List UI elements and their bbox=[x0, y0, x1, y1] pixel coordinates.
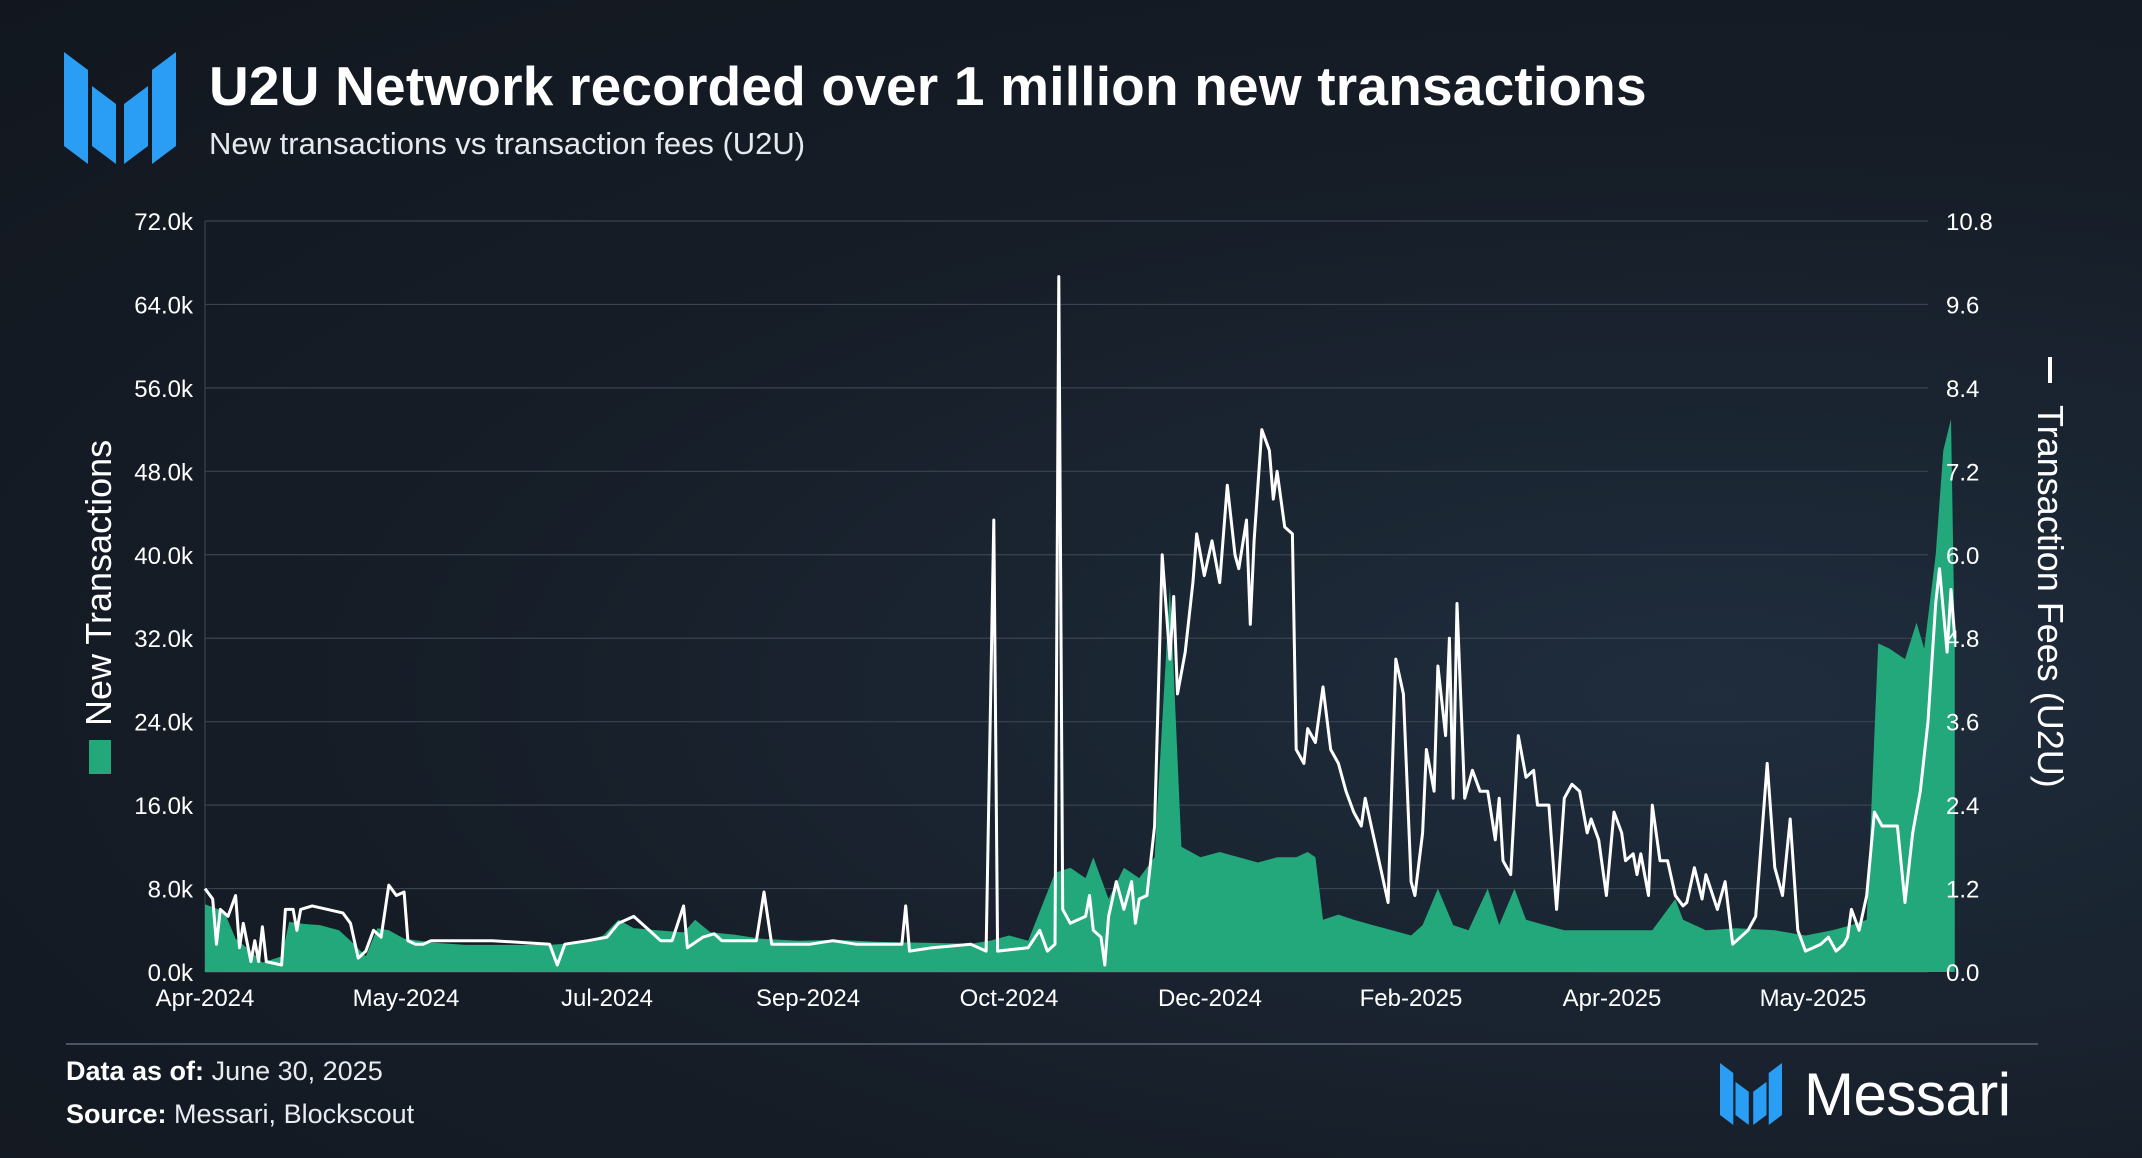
y-right-tick-label: 9.6 bbox=[1946, 292, 1979, 319]
chart-canvas: 0.0k 0.0 8.0k 1.2 16.0k 2.4 24.0k 3.6 32.0k 4.8 40… bbox=[78, 209, 2071, 1012]
y-left-tick-label: 56.0k bbox=[134, 376, 194, 403]
source-label: Source: bbox=[66, 1099, 167, 1129]
y-right-tick-label: 6.0 bbox=[1946, 543, 1979, 570]
y-right-axis-label: Transaction Fees (U2U) bbox=[2030, 405, 2071, 788]
chart-subtitle: New transactions vs transaction fees (U2… bbox=[209, 126, 806, 161]
y-left-tick-label: 0.0k bbox=[148, 960, 194, 987]
x-tick-label: May-2025 bbox=[1760, 985, 1867, 1012]
x-tick-label: Oct-2024 bbox=[960, 985, 1059, 1012]
y-left-tick-label: 32.0k bbox=[134, 626, 194, 653]
brand-wordmark: Messari bbox=[1804, 1060, 2011, 1128]
legend-swatch-new-transactions bbox=[89, 740, 111, 774]
y-right-tick-label: 10.8 bbox=[1946, 209, 1993, 236]
source-value: Messari, Blockscout bbox=[174, 1099, 415, 1129]
y-left-tick-label: 24.0k bbox=[134, 710, 194, 737]
grid-layer bbox=[204, 220, 1928, 973]
x-tick-label: Jul-2024 bbox=[561, 985, 653, 1012]
y-left-tick-label: 16.0k bbox=[134, 793, 194, 820]
transaction-fees-line bbox=[203, 275, 1957, 967]
data-as-of-value: June 30, 2025 bbox=[211, 1056, 383, 1086]
x-tick-label: Feb-2025 bbox=[1360, 985, 1463, 1012]
x-tick-label: Sep-2024 bbox=[756, 985, 860, 1012]
messari-logo-icon bbox=[64, 52, 176, 164]
y-right-tick-label: 8.4 bbox=[1946, 376, 1979, 403]
y-right-tick-label: 2.4 bbox=[1946, 793, 1979, 820]
line-layer bbox=[203, 275, 1957, 967]
data-as-of: Data as of: June 30, 2025 bbox=[66, 1056, 383, 1087]
y-left-tick-label: 40.0k bbox=[134, 543, 194, 570]
y-right-axis-title: Transaction Fees (U2U) bbox=[2030, 357, 2071, 788]
y-left-axis-label: New Transactions bbox=[78, 440, 119, 726]
chart-title: U2U Network recorded over 1 million new … bbox=[209, 55, 1647, 117]
y-right-tick-label: 4.8 bbox=[1946, 626, 1979, 653]
x-tick-label: Dec-2024 bbox=[1158, 985, 1262, 1012]
source: Source: Messari, Blockscout bbox=[66, 1099, 414, 1130]
axis-layer: 0.0k 0.0 8.0k 1.2 16.0k 2.4 24.0k 3.6 32.0k 4.8 40… bbox=[78, 209, 2071, 1012]
y-right-tick-label: 3.6 bbox=[1946, 710, 1979, 737]
messari-brand-icon bbox=[1720, 1063, 1782, 1125]
x-tick-label: Apr-2025 bbox=[1563, 985, 1662, 1012]
y-left-tick-label: 64.0k bbox=[134, 292, 194, 319]
x-tick-label: Apr-2024 bbox=[156, 985, 255, 1012]
y-right-tick-label: 7.2 bbox=[1946, 459, 1979, 486]
y-left-tick-label: 48.0k bbox=[134, 459, 194, 486]
y-right-tick-label: 1.2 bbox=[1946, 877, 1979, 904]
brand-footer: Messari bbox=[1720, 1060, 2011, 1128]
y-left-axis-title: New Transactions bbox=[78, 440, 119, 774]
data-as-of-label: Data as of: bbox=[66, 1056, 205, 1086]
y-left-tick-label: 72.0k bbox=[134, 209, 194, 236]
y-left-tick-label: 8.0k bbox=[148, 877, 194, 904]
x-tick-label: May-2024 bbox=[353, 985, 460, 1012]
footer-divider bbox=[66, 1043, 2038, 1045]
legend-swatch-transaction-fees bbox=[2048, 357, 2052, 383]
y-right-tick-label: 0.0 bbox=[1946, 960, 1979, 987]
